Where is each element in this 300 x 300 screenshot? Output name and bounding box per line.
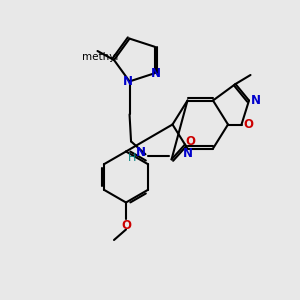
- Text: O: O: [121, 219, 131, 232]
- Text: H: H: [128, 153, 137, 163]
- Text: N: N: [151, 67, 161, 80]
- Text: O: O: [243, 118, 253, 131]
- Text: N: N: [250, 94, 261, 107]
- Text: O: O: [185, 135, 195, 148]
- Text: N: N: [123, 76, 133, 88]
- Text: N: N: [136, 146, 146, 159]
- Text: methyl: methyl: [82, 52, 119, 62]
- Text: N: N: [182, 147, 193, 161]
